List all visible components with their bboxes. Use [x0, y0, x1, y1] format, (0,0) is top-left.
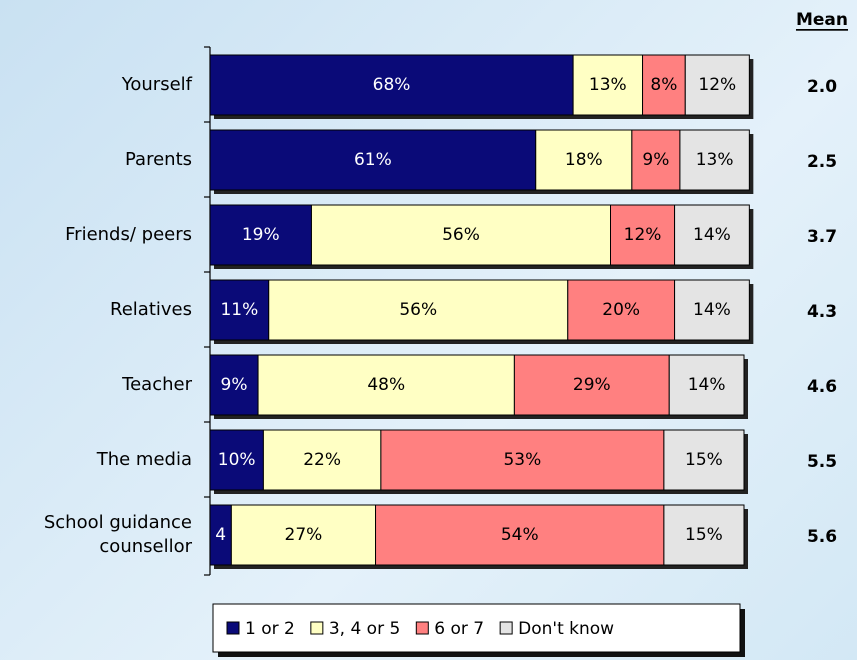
value-label: 9% [642, 150, 669, 170]
bar-segment [375, 504, 665, 566]
value-label: 56% [442, 225, 480, 245]
bar-segment [610, 204, 676, 266]
value-label: 48% [367, 375, 405, 395]
value-label: 9% [221, 375, 248, 395]
value-label: 29% [573, 375, 611, 395]
bar-segment [268, 279, 569, 341]
bar-segment [631, 129, 681, 191]
value-label: 20% [602, 300, 640, 320]
bar-segment [310, 204, 611, 266]
value-label: 8% [650, 75, 677, 95]
mean-value: 2.5 [807, 152, 837, 172]
bar-segment [209, 129, 537, 191]
bar-segment [230, 504, 377, 566]
value-label: 18% [565, 150, 603, 170]
value-label: 13% [696, 150, 734, 170]
mean-value: 5.5 [807, 452, 837, 472]
value-label: 56% [399, 300, 437, 320]
legend-swatch [499, 621, 513, 635]
bar-segment [668, 354, 745, 416]
bar-segment [209, 354, 259, 416]
bar-segment [674, 204, 750, 266]
bar-segment [679, 129, 750, 191]
value-label: 68% [373, 75, 411, 95]
legend-swatch [226, 621, 240, 635]
legend [212, 603, 741, 653]
category-label: School guidance counsellor [43, 512, 192, 557]
value-label: 4 [215, 525, 226, 545]
value-label: 14% [693, 300, 731, 320]
value-label: 19% [242, 225, 280, 245]
bar-segment [674, 279, 750, 341]
mean-value: 4.3 [807, 302, 837, 322]
value-label: 15% [685, 525, 723, 545]
category-label: The media [96, 449, 192, 470]
legend-label: Don't know [518, 619, 614, 639]
bar-segment [684, 54, 750, 116]
bar-segment [262, 429, 382, 491]
value-label: 13% [589, 75, 627, 95]
mean-value: 3.7 [807, 227, 837, 247]
value-label: 11% [220, 300, 258, 320]
mean-title: Mean [796, 10, 848, 30]
category-label: Relatives [110, 299, 192, 320]
legend-label: 3, 4 or 5 [329, 619, 400, 639]
category-label: Friends/ peers [65, 224, 192, 245]
value-label: 12% [698, 75, 736, 95]
mean-value: 4.6 [807, 377, 837, 397]
value-label: 53% [503, 450, 541, 470]
bar-segment [567, 279, 676, 341]
bar-segment [663, 429, 745, 491]
legend-label: 1 or 2 [245, 619, 295, 639]
value-label: 14% [693, 225, 731, 245]
value-label: 15% [685, 450, 723, 470]
bar-segment [642, 54, 686, 116]
bar-segment [535, 129, 633, 191]
bar-segment [663, 504, 745, 566]
bar-segment [209, 54, 574, 116]
legend-swatch [415, 621, 429, 635]
category-label: Parents [125, 149, 192, 170]
mean-value: 5.6 [807, 527, 837, 547]
value-label: 61% [354, 150, 392, 170]
value-label: 22% [303, 450, 341, 470]
value-label: 54% [501, 525, 539, 545]
legend-label: 6 or 7 [434, 619, 484, 639]
mean-value: 2.0 [807, 77, 837, 97]
category-label: Teacher [122, 374, 192, 395]
legend-swatch [310, 621, 324, 635]
value-label: 27% [285, 525, 323, 545]
bar-segment [380, 429, 665, 491]
value-label: 12% [624, 225, 662, 245]
category-label: Yourself [121, 74, 192, 95]
bar-segment [209, 429, 264, 491]
bar-segment [513, 354, 670, 416]
value-label: 10% [218, 450, 256, 470]
value-label: 14% [688, 375, 726, 395]
